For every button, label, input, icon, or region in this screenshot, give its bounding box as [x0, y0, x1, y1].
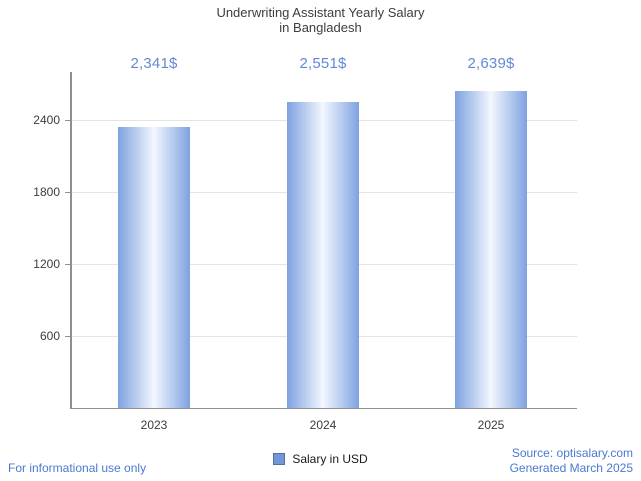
footer-note: For informational use only — [8, 461, 147, 475]
legend-label: Salary in USD — [292, 452, 368, 466]
legend-swatch-icon — [273, 453, 286, 465]
y-tick-label: 1200 — [33, 257, 60, 271]
footer-source-line2: Generated March 2025 — [509, 461, 633, 475]
value-label: 2,341$ — [130, 55, 178, 72]
chart-title-line2: in Bangladesh — [279, 20, 362, 35]
plot-area — [70, 72, 577, 409]
y-tick-mark — [65, 264, 70, 265]
x-tick-label: 2025 — [477, 418, 505, 432]
chart-title-line1: Underwriting Assistant Yearly Salary — [216, 5, 425, 20]
x-tick-label: 2024 — [309, 418, 337, 432]
y-tick-label: 600 — [39, 329, 60, 343]
x-tick-label: 2023 — [140, 418, 168, 432]
y-tick-mark — [65, 336, 70, 337]
bar — [118, 127, 190, 408]
y-tick-label: 2400 — [33, 113, 60, 127]
value-label: 2,639$ — [467, 55, 515, 72]
value-label: 2,551$ — [299, 55, 347, 72]
y-tick-label: 1800 — [33, 185, 60, 199]
bar — [455, 91, 527, 408]
chart-title: Underwriting Assistant Yearly Salary in … — [0, 5, 641, 35]
y-tick-mark — [65, 192, 70, 193]
footer-source: Source: optisalary.com Generated March 2… — [510, 446, 633, 476]
y-tick-mark — [65, 120, 70, 121]
legend: Salary in USD — [0, 450, 641, 468]
bar — [287, 102, 359, 408]
footer-source-line1: Source: optisalary.com — [511, 446, 633, 460]
